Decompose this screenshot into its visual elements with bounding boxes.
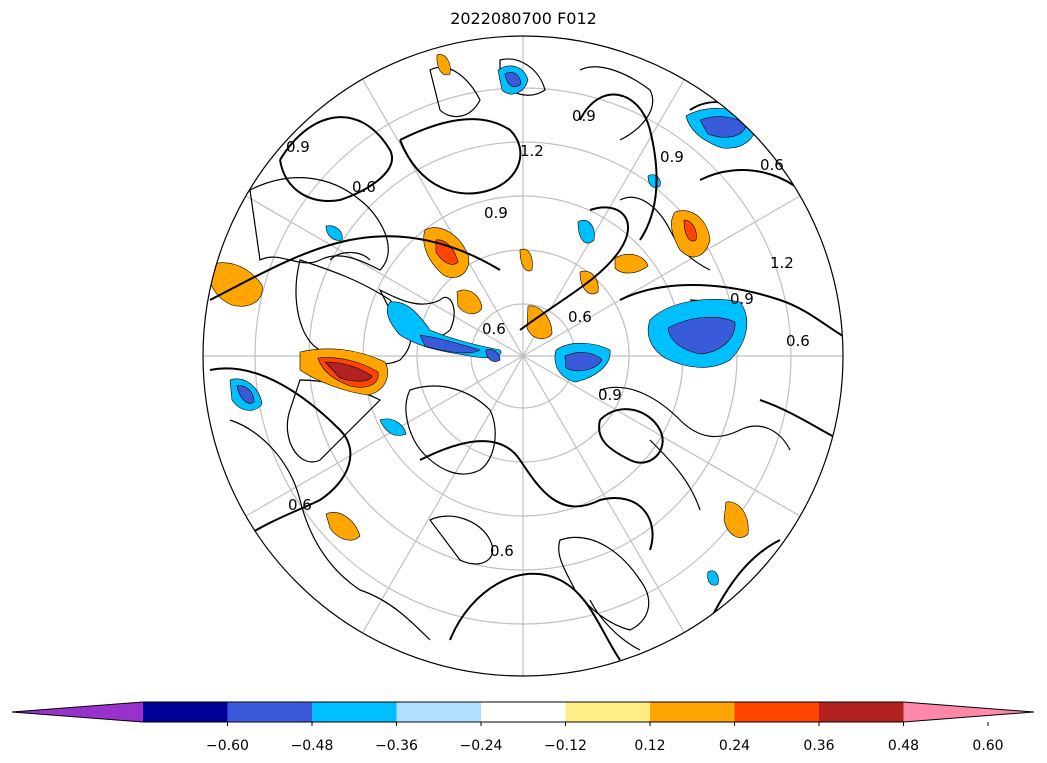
colorbar-bin — [650, 702, 735, 722]
contour-label: 0.6 — [568, 308, 592, 326]
map-boundary — [202, 35, 844, 677]
contour-label: 0.6 — [352, 178, 376, 196]
colorbar-tick-label: −0.48 — [291, 738, 334, 754]
anomaly-shading — [208, 54, 757, 586]
contour-label: 0.9 — [730, 290, 754, 308]
colorbar-tick-label: −0.60 — [206, 738, 249, 754]
colorbar-bin — [565, 702, 651, 722]
colorbar-ticks: −0.60 −0.48 −0.36 −0.24 −0.12 0.12 0.24 0.36 0.4… — [206, 722, 1004, 754]
colorbar-tick-label: 0.60 — [972, 738, 1003, 754]
contour-label: 0.6 — [482, 320, 506, 338]
contour-label: 0.9 — [286, 138, 310, 156]
colorbar-outline — [11, 701, 1035, 723]
contour-label: 0.6 — [760, 156, 784, 174]
contour-label: 0.9 — [572, 107, 596, 125]
contour-label: 0.6 — [288, 496, 312, 514]
colorbar-tick-label: 0.24 — [719, 738, 750, 754]
colorbar-bin — [819, 702, 904, 722]
colorbar-tick-label: 0.48 — [888, 738, 919, 754]
colorbar-bin — [481, 702, 566, 722]
contour-label: 0.6 — [490, 542, 514, 560]
contour-label: 0.9 — [660, 148, 684, 166]
contour-labels: 0.9 0.9 0.9 0.9 0.9 0.9 0.6 0.6 0.6 0.6 … — [286, 107, 810, 560]
colorbar-tick-label: −0.36 — [375, 738, 418, 754]
polar-map: 0.9 0.9 0.9 0.9 0.9 0.9 0.6 0.6 0.6 0.6 … — [202, 35, 844, 677]
contour-lines — [209, 93, 843, 661]
colorbar-bin — [396, 702, 482, 722]
colorbar: −0.60 −0.48 −0.36 −0.24 −0.12 0.12 0.24 0.36 0.4… — [11, 701, 1035, 754]
colorbar-bin — [227, 702, 313, 722]
colorbar-tick-label: 0.12 — [634, 738, 665, 754]
colorbar-under-arrow — [12, 702, 143, 722]
contour-label: 0.6 — [786, 332, 810, 350]
contour-label: 1.2 — [520, 142, 544, 160]
colorbar-tick-label: −0.12 — [544, 738, 587, 754]
contour-label: 1.2 — [770, 254, 794, 272]
contour-label: 0.9 — [484, 204, 508, 222]
colorbar-tick-label: −0.24 — [460, 738, 503, 754]
map-title: 2022080700 F012 — [450, 9, 597, 28]
colorbar-bin — [143, 702, 228, 722]
contour-label: 0.9 — [598, 386, 622, 404]
colorbar-over-arrow — [903, 702, 1034, 722]
colorbar-bin — [734, 702, 820, 722]
colorbar-tick-label: 0.36 — [803, 738, 834, 754]
colorbar-segments — [11, 701, 1035, 723]
colorbar-bin — [312, 702, 397, 722]
